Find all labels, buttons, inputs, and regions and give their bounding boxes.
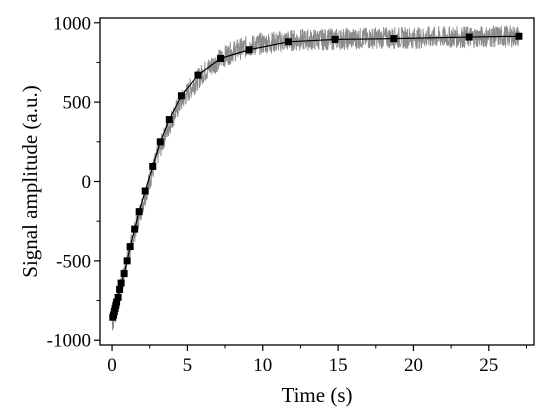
y-axis-title: Signal amplitude (a.u.) [18, 85, 42, 277]
x-tick-label: 25 [479, 355, 498, 376]
y-tick-label: 500 [63, 93, 92, 114]
fit-series [109, 32, 523, 321]
y-tick-label: -500 [56, 251, 91, 272]
x-axis-title: Time (s) [282, 383, 353, 407]
noisy-signal-series [111, 25, 520, 331]
fit-marker [116, 285, 124, 293]
fit-marker [165, 116, 173, 124]
fit-marker [284, 38, 292, 46]
fit-marker [141, 187, 149, 195]
y-tick-label: -1000 [47, 331, 91, 352]
fit-marker [217, 54, 225, 62]
plot-frame [99, 17, 535, 346]
fit-marker [131, 225, 139, 233]
x-tick-label: 20 [404, 355, 423, 376]
noisy-signal-line [111, 25, 520, 331]
fit-marker [515, 32, 523, 40]
fit-marker [113, 298, 121, 306]
fit-marker [120, 270, 128, 278]
fit-marker [465, 33, 473, 41]
fit-marker [117, 279, 125, 287]
fit-marker [123, 257, 131, 265]
fit-marker [177, 92, 185, 100]
fit-marker [390, 35, 398, 43]
x-tick-label: 15 [329, 355, 348, 376]
x-tick-label: 10 [253, 355, 272, 376]
y-tick-label: 1000 [53, 13, 91, 34]
fit-marker [331, 35, 339, 43]
x-tick-label: 0 [107, 355, 117, 376]
fit-marker [194, 71, 202, 79]
fit-marker [114, 293, 122, 301]
fit-marker [135, 208, 143, 216]
x-tick-label: 5 [183, 355, 193, 376]
fit-marker [126, 243, 134, 251]
fit-line [112, 35, 519, 318]
fit-marker [245, 46, 253, 54]
fit-marker [156, 138, 164, 146]
fit-marker [149, 162, 157, 170]
y-tick-label: 0 [82, 172, 92, 193]
axis-ticks: 0 5 10 15 20 25 -1000 -500 0 500 1000 [47, 13, 527, 376]
